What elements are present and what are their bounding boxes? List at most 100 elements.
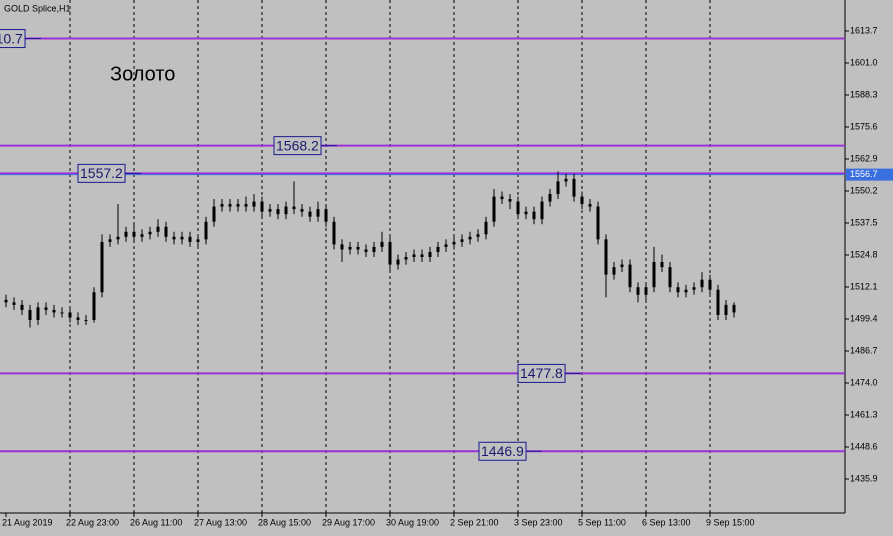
level-label: 1446.9	[481, 443, 524, 459]
candle-body	[340, 244, 344, 250]
candle-body	[716, 289, 720, 315]
candle-body	[132, 231, 136, 237]
y-tick-label: 1537.5	[850, 217, 878, 227]
candle-body	[12, 302, 16, 305]
candle-body	[396, 259, 400, 265]
candle-body	[428, 251, 432, 258]
candle-body	[60, 312, 64, 314]
candle-body	[404, 257, 408, 260]
candle-body	[100, 241, 104, 293]
candle-body	[548, 194, 552, 202]
y-tick-label: 1524.8	[850, 249, 878, 259]
candle-body	[572, 178, 576, 197]
candle-body	[220, 204, 224, 207]
y-tick-label: 1486.7	[850, 345, 878, 355]
level-label: 1568.2	[276, 137, 319, 153]
candle-body	[524, 211, 528, 215]
x-tick-label: 3 Sep 23:00	[514, 517, 563, 527]
candle-body	[540, 201, 544, 220]
candle-body	[724, 304, 728, 315]
x-tick-label: 6 Sep 13:00	[642, 517, 691, 527]
y-tick-label: 1474.0	[850, 377, 878, 387]
candle-body	[228, 204, 232, 207]
candle-body	[564, 178, 568, 182]
candle-body	[300, 209, 304, 212]
candle-body	[484, 221, 488, 235]
candle-body	[324, 209, 328, 222]
candle-body	[668, 267, 672, 288]
y-tick-label: 1601.0	[850, 57, 878, 67]
candle-body	[612, 267, 616, 275]
candle-body	[516, 201, 520, 215]
x-tick-label: 2 Sep 21:00	[450, 517, 499, 527]
candle-body	[268, 209, 272, 212]
candle-body	[364, 249, 368, 252]
x-tick-label: 26 Aug 11:00	[130, 517, 182, 527]
candle-body	[372, 246, 376, 252]
candle-body	[308, 211, 312, 217]
candle-body	[468, 236, 472, 240]
candle-body	[172, 236, 176, 240]
candle-body	[332, 221, 336, 245]
candle-body	[124, 231, 128, 237]
candle-body	[676, 287, 680, 293]
candle-body	[196, 239, 200, 242]
level-label: 1477.8	[520, 365, 563, 381]
x-tick-label: 29 Aug 17:00	[322, 517, 375, 527]
candle-body	[68, 312, 72, 318]
candle-body	[252, 201, 256, 207]
y-tick-label: 1448.6	[850, 441, 878, 451]
candle-body	[244, 204, 248, 207]
candle-body	[644, 287, 648, 295]
candle-body	[20, 304, 24, 310]
y-tick-label: 1461.3	[850, 409, 878, 419]
x-tick-label: 27 Aug 13:00	[194, 517, 247, 527]
candle-body	[84, 319, 88, 321]
annotation: Золото	[110, 63, 175, 85]
candle-body	[108, 239, 112, 242]
candle-body	[180, 236, 184, 240]
candle-body	[212, 206, 216, 222]
candle-body	[356, 246, 360, 250]
candle-body	[204, 221, 208, 240]
y-tick-label: 1613.7	[850, 25, 878, 35]
y-tick-label: 1512.1	[850, 281, 878, 291]
level-label: 1610.7	[0, 30, 23, 46]
current-price-tag	[846, 168, 893, 181]
y-tick-label: 1575.6	[850, 121, 878, 131]
y-tick-label: 1435.9	[850, 473, 878, 483]
candle-body	[380, 241, 384, 247]
candle-body	[588, 204, 592, 207]
candle-body	[476, 234, 480, 237]
candle-body	[604, 239, 608, 275]
candle-body	[388, 241, 392, 265]
candle-body	[52, 309, 56, 313]
candle-body	[420, 254, 424, 258]
candle-body	[92, 292, 96, 320]
candle-body	[292, 206, 296, 210]
candle-body	[492, 196, 496, 222]
x-tick-label: 5 Sep 11:00	[578, 517, 626, 527]
candle-body	[636, 287, 640, 295]
y-tick-label: 1550.2	[850, 185, 878, 195]
candle-body	[556, 181, 560, 195]
x-tick-label: 21 Aug 2019	[2, 517, 53, 527]
candle-body	[500, 196, 504, 200]
candle-body	[684, 289, 688, 293]
level-label: 1557.2	[80, 165, 123, 181]
candle-body	[412, 254, 416, 258]
y-tick-label: 1499.4	[850, 313, 878, 323]
candle-body	[660, 262, 664, 268]
candle-body	[460, 239, 464, 242]
candle-body	[444, 244, 448, 247]
current-price-label: 1556.7	[850, 169, 878, 179]
candle-body	[620, 264, 624, 268]
candle-body	[532, 211, 536, 220]
candle-body	[596, 206, 600, 240]
candle-body	[452, 241, 456, 245]
candle-body	[44, 307, 48, 310]
candle-body	[148, 231, 152, 235]
candle-body	[708, 279, 712, 290]
candle-body	[692, 287, 696, 290]
